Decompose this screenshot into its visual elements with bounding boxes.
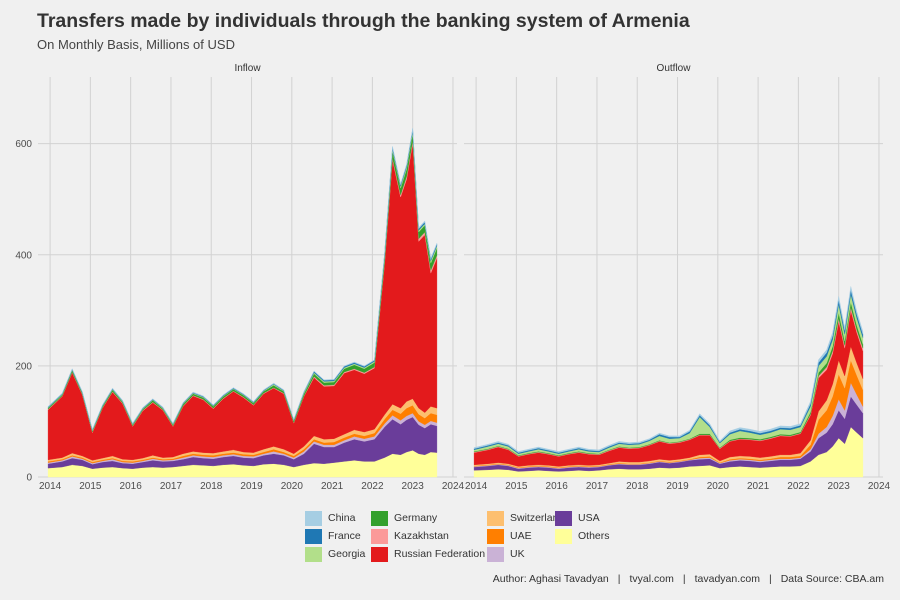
legend-label: UK bbox=[510, 548, 525, 560]
legend-swatch bbox=[487, 546, 504, 562]
chart-title: Transfers made by individuals through th… bbox=[37, 10, 690, 32]
legend-swatch bbox=[371, 510, 388, 526]
x-tick-label: 2019 bbox=[240, 481, 263, 492]
legend-label: China bbox=[328, 512, 356, 524]
area-china bbox=[47, 128, 438, 431]
footer-site: tvyal.com bbox=[629, 573, 674, 585]
legend-item: Others bbox=[555, 527, 625, 545]
legend-label: Switzerland bbox=[510, 512, 565, 524]
x-tick-label: 2022 bbox=[787, 481, 810, 492]
x-tick-label: 2018 bbox=[200, 481, 223, 492]
footer-separator: | bbox=[768, 573, 772, 585]
x-tick-label: 2021 bbox=[747, 481, 770, 492]
x-tick-label: 2017 bbox=[160, 481, 183, 492]
x-tick-label: 2014 bbox=[39, 481, 62, 492]
footer-author: Author: Aghasi Tavadyan bbox=[492, 573, 609, 585]
footer-credits: Author: Aghasi Tavadyan | tvyal.com | tavady… bbox=[493, 573, 884, 585]
legend-swatch bbox=[305, 528, 322, 544]
legend-item: UK bbox=[487, 545, 555, 563]
x-tick-label: 2017 bbox=[586, 481, 609, 492]
legend-label: UAE bbox=[510, 530, 532, 542]
legend-item: Kazakhstan bbox=[371, 527, 487, 545]
x-tick-label: 2020 bbox=[281, 481, 304, 492]
x-tick-label: 2015 bbox=[79, 481, 102, 492]
legend-item: Georgia bbox=[305, 545, 371, 563]
legend-swatch bbox=[487, 510, 504, 526]
legend-swatch bbox=[555, 510, 572, 526]
legend-item: France bbox=[305, 527, 371, 545]
x-tick-label: 2018 bbox=[626, 481, 649, 492]
legend: China France Georgia Germany Kazakhstan … bbox=[305, 509, 625, 563]
x-tick-label: 2022 bbox=[361, 481, 384, 492]
chart-subtitle: On Monthly Basis, Millions of USD bbox=[37, 37, 235, 52]
legend-item: Russian Federation bbox=[371, 545, 487, 563]
footer-separator: | bbox=[682, 573, 686, 585]
footer-separator: | bbox=[617, 573, 621, 585]
y-tick-label: 200 bbox=[15, 361, 32, 372]
legend-item: Switzerland bbox=[487, 509, 564, 527]
legend-swatch bbox=[305, 546, 322, 562]
legend-swatch bbox=[487, 528, 504, 544]
legend-item: Germany bbox=[371, 509, 487, 527]
y-tick-label: 0 bbox=[26, 473, 32, 484]
x-tick-label: 2021 bbox=[321, 481, 344, 492]
legend-item: China bbox=[305, 509, 371, 527]
panel-label: Outflow bbox=[657, 63, 692, 74]
footer-site: tavadyan.com bbox=[694, 573, 760, 585]
panel-label: Inflow bbox=[234, 63, 261, 74]
x-tick-label: 2024 bbox=[868, 481, 891, 492]
legend-swatch bbox=[555, 528, 572, 544]
area-china bbox=[473, 286, 864, 453]
footer-source: Data Source: CBA.am bbox=[780, 573, 884, 585]
legend-swatch bbox=[371, 528, 388, 544]
x-tick-label: 2023 bbox=[402, 481, 425, 492]
x-tick-label: 2016 bbox=[546, 481, 569, 492]
x-tick-label: 2024 bbox=[442, 481, 465, 492]
legend-label: Germany bbox=[394, 512, 438, 524]
y-tick-label: 400 bbox=[15, 250, 32, 261]
legend-item: USA bbox=[555, 509, 625, 527]
legend-label: USA bbox=[578, 512, 600, 524]
x-tick-label: 2023 bbox=[828, 481, 851, 492]
x-tick-label: 2020 bbox=[707, 481, 730, 492]
legend-label: Russian Federation bbox=[394, 548, 486, 560]
legend-label: Kazakhstan bbox=[394, 530, 449, 542]
legend-swatch bbox=[371, 546, 388, 562]
x-tick-label: 2015 bbox=[505, 481, 528, 492]
legend-swatch bbox=[305, 510, 322, 526]
legend-item: UAE bbox=[487, 527, 555, 545]
x-tick-label: 2019 bbox=[666, 481, 689, 492]
legend-label: Others bbox=[578, 530, 610, 542]
area-russian-federation bbox=[47, 143, 438, 461]
legend-label: France bbox=[328, 530, 361, 542]
x-tick-label: 2016 bbox=[120, 481, 143, 492]
x-tick-label: 2014 bbox=[465, 481, 488, 492]
legend-label: Georgia bbox=[328, 548, 366, 560]
y-tick-label: 600 bbox=[15, 139, 32, 150]
